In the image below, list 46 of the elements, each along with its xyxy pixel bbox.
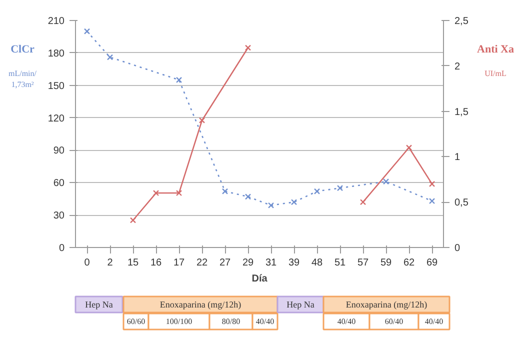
x-tick-label: 27	[219, 258, 231, 268]
x-tick-label: 29	[242, 258, 254, 268]
y-tick-label: 60	[53, 178, 65, 190]
x-tick-label: 69	[426, 258, 438, 268]
text: 60/40	[384, 317, 404, 326]
text: Hep Na	[85, 300, 113, 310]
y-tick-label: 210	[48, 16, 65, 27]
y2-axis-title: Anti Xa	[477, 44, 514, 56]
y2-tick-label: 2,5	[454, 16, 469, 27]
x-tick-label: 31	[265, 258, 277, 268]
text: 40/40	[256, 317, 274, 326]
text: Enoxaparina (mg/12h)	[160, 300, 242, 310]
text: Hep Na	[286, 300, 314, 310]
y-tick-label: 30	[53, 210, 65, 222]
y-tick-label: 180	[48, 48, 65, 60]
x-tick-label: 39	[288, 258, 300, 268]
x-tick-label: 59	[380, 258, 392, 268]
y2-tick-label: 0,5	[454, 198, 469, 209]
y2-tick-label: 0	[454, 243, 460, 254]
x-tick-label: 15	[127, 258, 139, 268]
x-tick-label: 48	[311, 258, 323, 268]
y2-tick-label: 2	[454, 61, 460, 72]
text: mL/min/ 1,73m²	[8, 69, 38, 89]
x-tick-label: 0	[84, 258, 90, 268]
y-tick-label: 0	[58, 243, 65, 254]
y2-tick-label: 1,5	[454, 106, 469, 118]
text: 40/40	[337, 317, 356, 326]
x-tick-label: 16	[150, 258, 162, 268]
text: Enoxaparina (mg/12h)	[346, 300, 428, 310]
text: UI/mL	[484, 69, 506, 78]
y-axis-title: ClCr	[10, 44, 35, 56]
y-tick-label: 90	[53, 146, 65, 157]
y-tick-label: 150	[48, 80, 65, 92]
x-tick-label: 2	[107, 258, 114, 268]
y2-tick-label: 1	[454, 152, 460, 164]
text: 80/80	[222, 317, 240, 326]
x-tick-label: 22	[196, 258, 208, 268]
x-tick-label: 51	[334, 258, 346, 268]
x-tick-label: 62	[403, 258, 415, 268]
x-tick-label: 17	[173, 258, 185, 268]
text: 100/100	[166, 317, 192, 326]
x-axis-title: Día	[252, 274, 268, 284]
text: 40/40	[424, 317, 444, 326]
text: 60/60	[126, 317, 146, 326]
y-tick-label: 120	[48, 113, 65, 124]
x-tick-label: 57	[357, 258, 369, 268]
